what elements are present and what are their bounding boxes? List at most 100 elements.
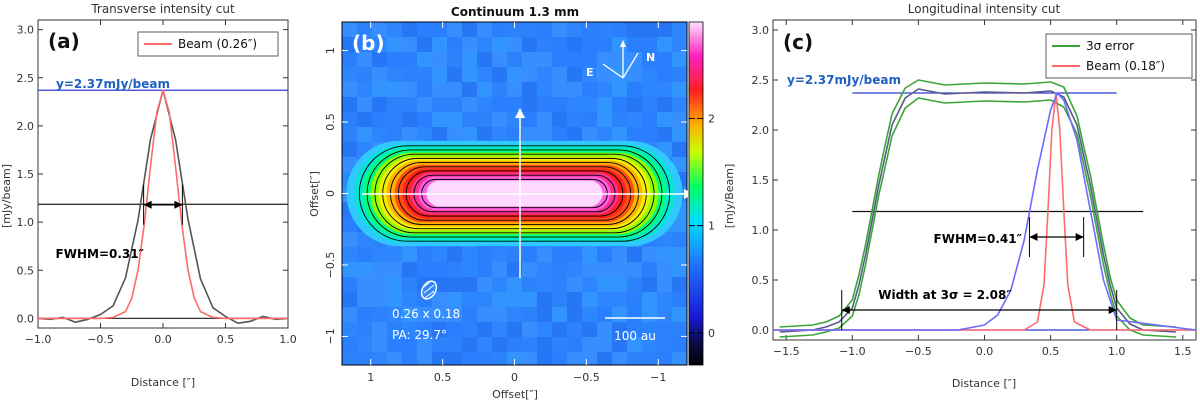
y-tick-label: 1.5 — [752, 174, 770, 187]
noise-tile — [402, 277, 417, 292]
y-tick-label: −1 — [324, 328, 337, 344]
panel-c-xlabel: Distance [″] — [952, 377, 1016, 390]
annotation-arrowhead — [143, 200, 152, 209]
noise-tile — [372, 82, 387, 97]
noise-tile — [492, 112, 507, 127]
panel-c-series — [773, 79, 1196, 338]
noise-tile — [387, 322, 402, 337]
noise-tile — [612, 352, 627, 365]
colorbar-tick-label: 0 — [708, 327, 715, 340]
noise-tile — [342, 292, 357, 307]
noise-tile — [417, 352, 432, 365]
panel-b-xlabel: Offset[″] — [492, 388, 538, 401]
noise-tile — [357, 112, 372, 127]
noise-tile — [477, 22, 492, 37]
noise-tile — [402, 292, 417, 307]
annotation-arrowhead — [174, 200, 183, 209]
noise-tile — [642, 262, 657, 277]
panel-c-legend: 3σ error Beam (0.18″) — [1045, 33, 1193, 79]
noise-tile — [417, 127, 432, 142]
noise-tile — [657, 112, 672, 127]
noise-tile — [387, 127, 402, 142]
noise-tile — [657, 277, 672, 292]
noise-tile — [417, 22, 432, 37]
noise-tile — [627, 22, 642, 37]
series-line — [779, 79, 1177, 328]
noise-tile — [447, 67, 462, 82]
noise-tile — [627, 337, 642, 352]
noise-tile — [522, 292, 537, 307]
panel-a-series — [38, 89, 288, 325]
transverse-cut-arrowhead — [515, 108, 525, 118]
noise-tile — [447, 82, 462, 97]
noise-tile — [537, 307, 552, 322]
noise-tile — [672, 217, 687, 232]
noise-tile — [447, 112, 462, 127]
panel-a-x-ticks: −1.0 −0.5 0.0 0.5 1.0 — [25, 20, 297, 346]
noise-tile — [387, 22, 402, 37]
noise-tile — [492, 52, 507, 67]
x-tick-label: −1.0 — [839, 345, 866, 358]
noise-tile — [597, 127, 612, 142]
x-tick-label: 1.5 — [1174, 345, 1192, 358]
noise-tile — [552, 112, 567, 127]
noise-tile — [537, 322, 552, 337]
noise-tile — [432, 52, 447, 67]
panel-b: Continuum 1.3 mm N E 0.26 x 0. — [308, 5, 736, 401]
noise-tile — [642, 97, 657, 112]
x-tick-label: 0.5 — [434, 371, 452, 384]
noise-tile — [507, 322, 522, 337]
annotation-label: FWHM=0.41″ — [934, 232, 1023, 246]
noise-tile — [567, 307, 582, 322]
noise-tile — [432, 322, 447, 337]
panel-b-label: (b) — [352, 31, 385, 55]
noise-tile — [567, 262, 582, 277]
noise-tile — [672, 67, 687, 82]
noise-tile — [342, 352, 357, 365]
noise-tile — [417, 97, 432, 112]
noise-tile — [402, 247, 417, 262]
panel-a-ylabel: [mJy/beam] — [0, 164, 13, 228]
noise-tile — [522, 127, 537, 142]
noise-tile — [597, 112, 612, 127]
y-tick-label: 1.5 — [17, 168, 35, 181]
noise-tile — [432, 67, 447, 82]
noise-tile — [477, 82, 492, 97]
y-tick-label: 3.0 — [752, 24, 770, 37]
noise-tile — [612, 52, 627, 67]
noise-tile — [387, 337, 402, 352]
noise-tile — [387, 82, 402, 97]
noise-tile — [462, 112, 477, 127]
annotation-arrowhead — [841, 306, 850, 314]
noise-tile — [672, 142, 687, 157]
noise-tile — [387, 352, 402, 365]
noise-tile — [387, 307, 402, 322]
noise-tile — [372, 322, 387, 337]
noise-tile — [522, 67, 537, 82]
noise-tile — [477, 37, 492, 52]
colorbar-label: [mJy/Beam] — [723, 164, 736, 229]
noise-tile — [657, 52, 672, 67]
noise-tile — [492, 82, 507, 97]
x-tick-label: 1.0 — [1108, 345, 1126, 358]
noise-tile — [432, 337, 447, 352]
noise-tile — [672, 22, 687, 37]
noise-tile — [507, 22, 522, 37]
panel-a-y-ticks: 0.0 0.5 1.0 1.5 2.0 2.5 3.0 — [17, 24, 288, 325]
noise-tile — [567, 277, 582, 292]
noise-tile — [402, 262, 417, 277]
noise-tile — [537, 52, 552, 67]
noise-tile — [552, 262, 567, 277]
y-tick-label: 0.5 — [324, 113, 337, 130]
noise-tile — [492, 262, 507, 277]
noise-tile — [372, 37, 387, 52]
panel-c-peak-label: y=2.37mJy/beam — [787, 73, 901, 87]
compass-east-line — [602, 63, 624, 79]
noise-tile — [612, 127, 627, 142]
noise-tile — [612, 97, 627, 112]
noise-tile — [372, 292, 387, 307]
noise-tile — [537, 247, 552, 262]
noise-tile — [522, 322, 537, 337]
noise-tile — [642, 277, 657, 292]
